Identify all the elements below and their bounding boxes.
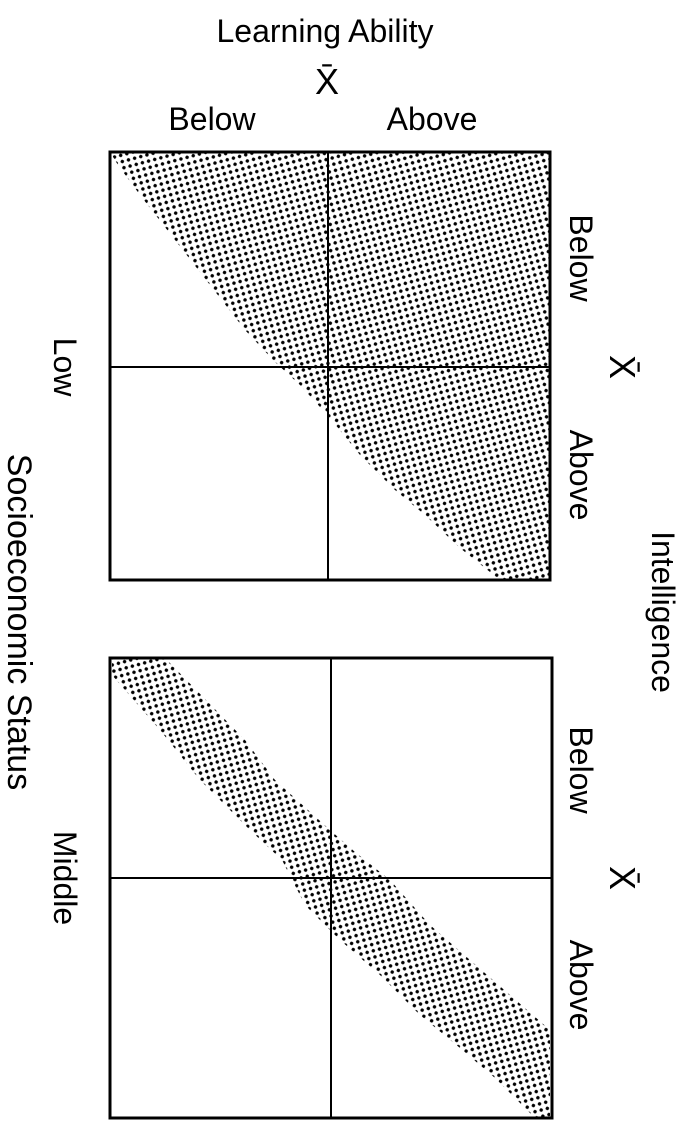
learning-ability-mean-label: X̄ bbox=[315, 61, 339, 102]
learning-ability-above-label: Above bbox=[387, 101, 478, 137]
ses-middle-label: Middle bbox=[47, 831, 83, 925]
intelligence-axis-title: Intelligence bbox=[645, 531, 681, 693]
socioeconomic-status-title: Socioeconomic Status bbox=[0, 454, 38, 790]
intelligence-middle-panel-above-label: Above bbox=[563, 940, 599, 1031]
learning-ability-title: Learning Ability bbox=[216, 13, 433, 49]
panel-middle bbox=[108, 656, 554, 1120]
panel-low bbox=[108, 150, 552, 582]
intelligence-middle-panel-mean-label: X̄ bbox=[602, 866, 643, 890]
intelligence-low-panel-above-label: Above bbox=[563, 430, 599, 521]
ses-low-label: Low bbox=[47, 338, 83, 398]
intelligence-low-panel-mean-label: X̄ bbox=[602, 355, 643, 379]
learning-ability-below-label: Below bbox=[168, 101, 256, 137]
intelligence-middle-panel-below-label: Below bbox=[563, 726, 599, 814]
intelligence-low-panel-below-label: Below bbox=[563, 214, 599, 302]
